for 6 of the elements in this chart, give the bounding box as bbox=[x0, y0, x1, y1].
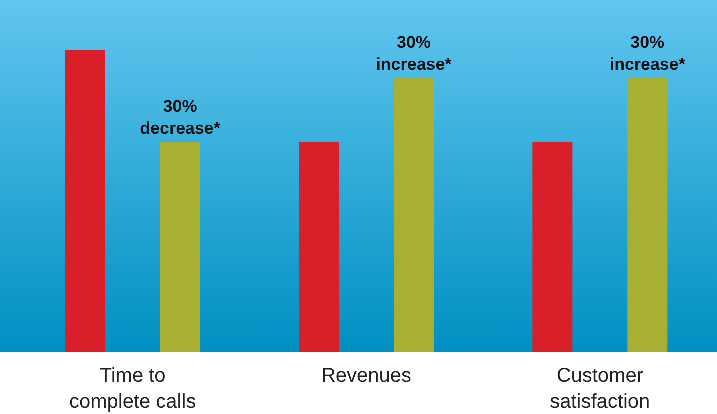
x-tick-label: Customer satisfaction bbox=[550, 365, 650, 413]
annotation: 30% increase* bbox=[376, 33, 452, 74]
annotation: 30% decrease* bbox=[140, 97, 221, 138]
annotation: 30% increase* bbox=[610, 33, 686, 74]
x-tick-label: Time to complete calls bbox=[69, 365, 196, 413]
x-tick-label: Revenues bbox=[321, 365, 412, 387]
